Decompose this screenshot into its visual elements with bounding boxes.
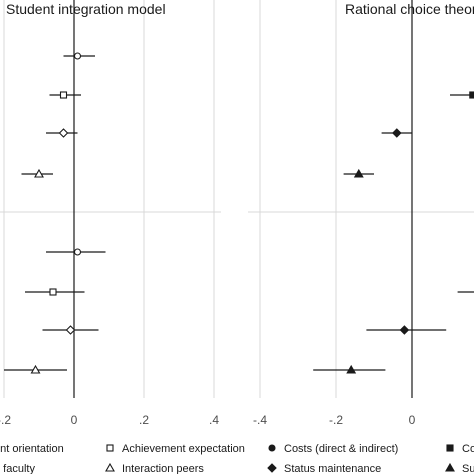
rational-choice-point-marker [392, 128, 402, 138]
student-integration-point-marker [30, 364, 41, 374]
rational-choice-title: Rational choice theor [345, 1, 474, 17]
rational-choice-legend-label: Cos [462, 443, 474, 455]
rational-choice-legend-marker [267, 463, 277, 473]
student-integration-point-marker [65, 325, 76, 335]
rational-choice-legend-label: Suc [462, 463, 474, 474]
student-integration-legend-label: h faculty [0, 463, 35, 474]
rational-choice-point-marker [353, 168, 364, 178]
student-integration-legend-label: Achievement expectation [122, 443, 245, 455]
rational-choice-panel: Rational choice theor -.4 -.2 0 [248, 0, 474, 427]
rational-choice-tick-label: 0 [409, 413, 416, 427]
legend: ent orientation Achievement expectation h … [0, 443, 474, 474]
rational-choice-legend-marker [446, 444, 454, 452]
student-integration-point-marker [34, 168, 44, 178]
student-integration-title: Student integration model [6, 1, 166, 17]
rational-choice-legend-marker [445, 462, 455, 472]
student-integration-point-marker [59, 91, 68, 99]
student-integration-panel: Student integration model -.2 0 .2 .4 [0, 0, 221, 427]
student-integration-legend-label: ent orientation [0, 443, 64, 455]
student-integration-point-marker [49, 288, 57, 296]
student-integration-legend-label: Interaction peers [122, 463, 204, 474]
student-integration-point-marker [73, 248, 82, 256]
student-integration-tick-label: .2 [139, 413, 149, 427]
student-integration-legend-marker [106, 444, 114, 452]
student-integration-point-marker [73, 52, 82, 60]
student-integration-tick-label: .4 [209, 413, 219, 427]
rational-choice-tick-label: -.2 [329, 413, 343, 427]
student-integration-legend-marker [105, 462, 115, 472]
student-integration-tick-label: -.2 [0, 413, 11, 427]
rational-choice-point-marker [346, 364, 357, 374]
rational-choice-point-marker [399, 325, 410, 335]
student-integration-tick-label: 0 [71, 413, 78, 427]
rational-choice-point-marker [469, 91, 474, 99]
rational-choice-tick-label: -.4 [253, 413, 267, 427]
student-integration-point-marker [58, 128, 69, 138]
rational-choice-legend-marker [268, 444, 276, 452]
rational-choice-legend-label: Status maintenance [284, 463, 381, 474]
rational-choice-legend-label: Costs (direct & indirect) [284, 443, 398, 455]
